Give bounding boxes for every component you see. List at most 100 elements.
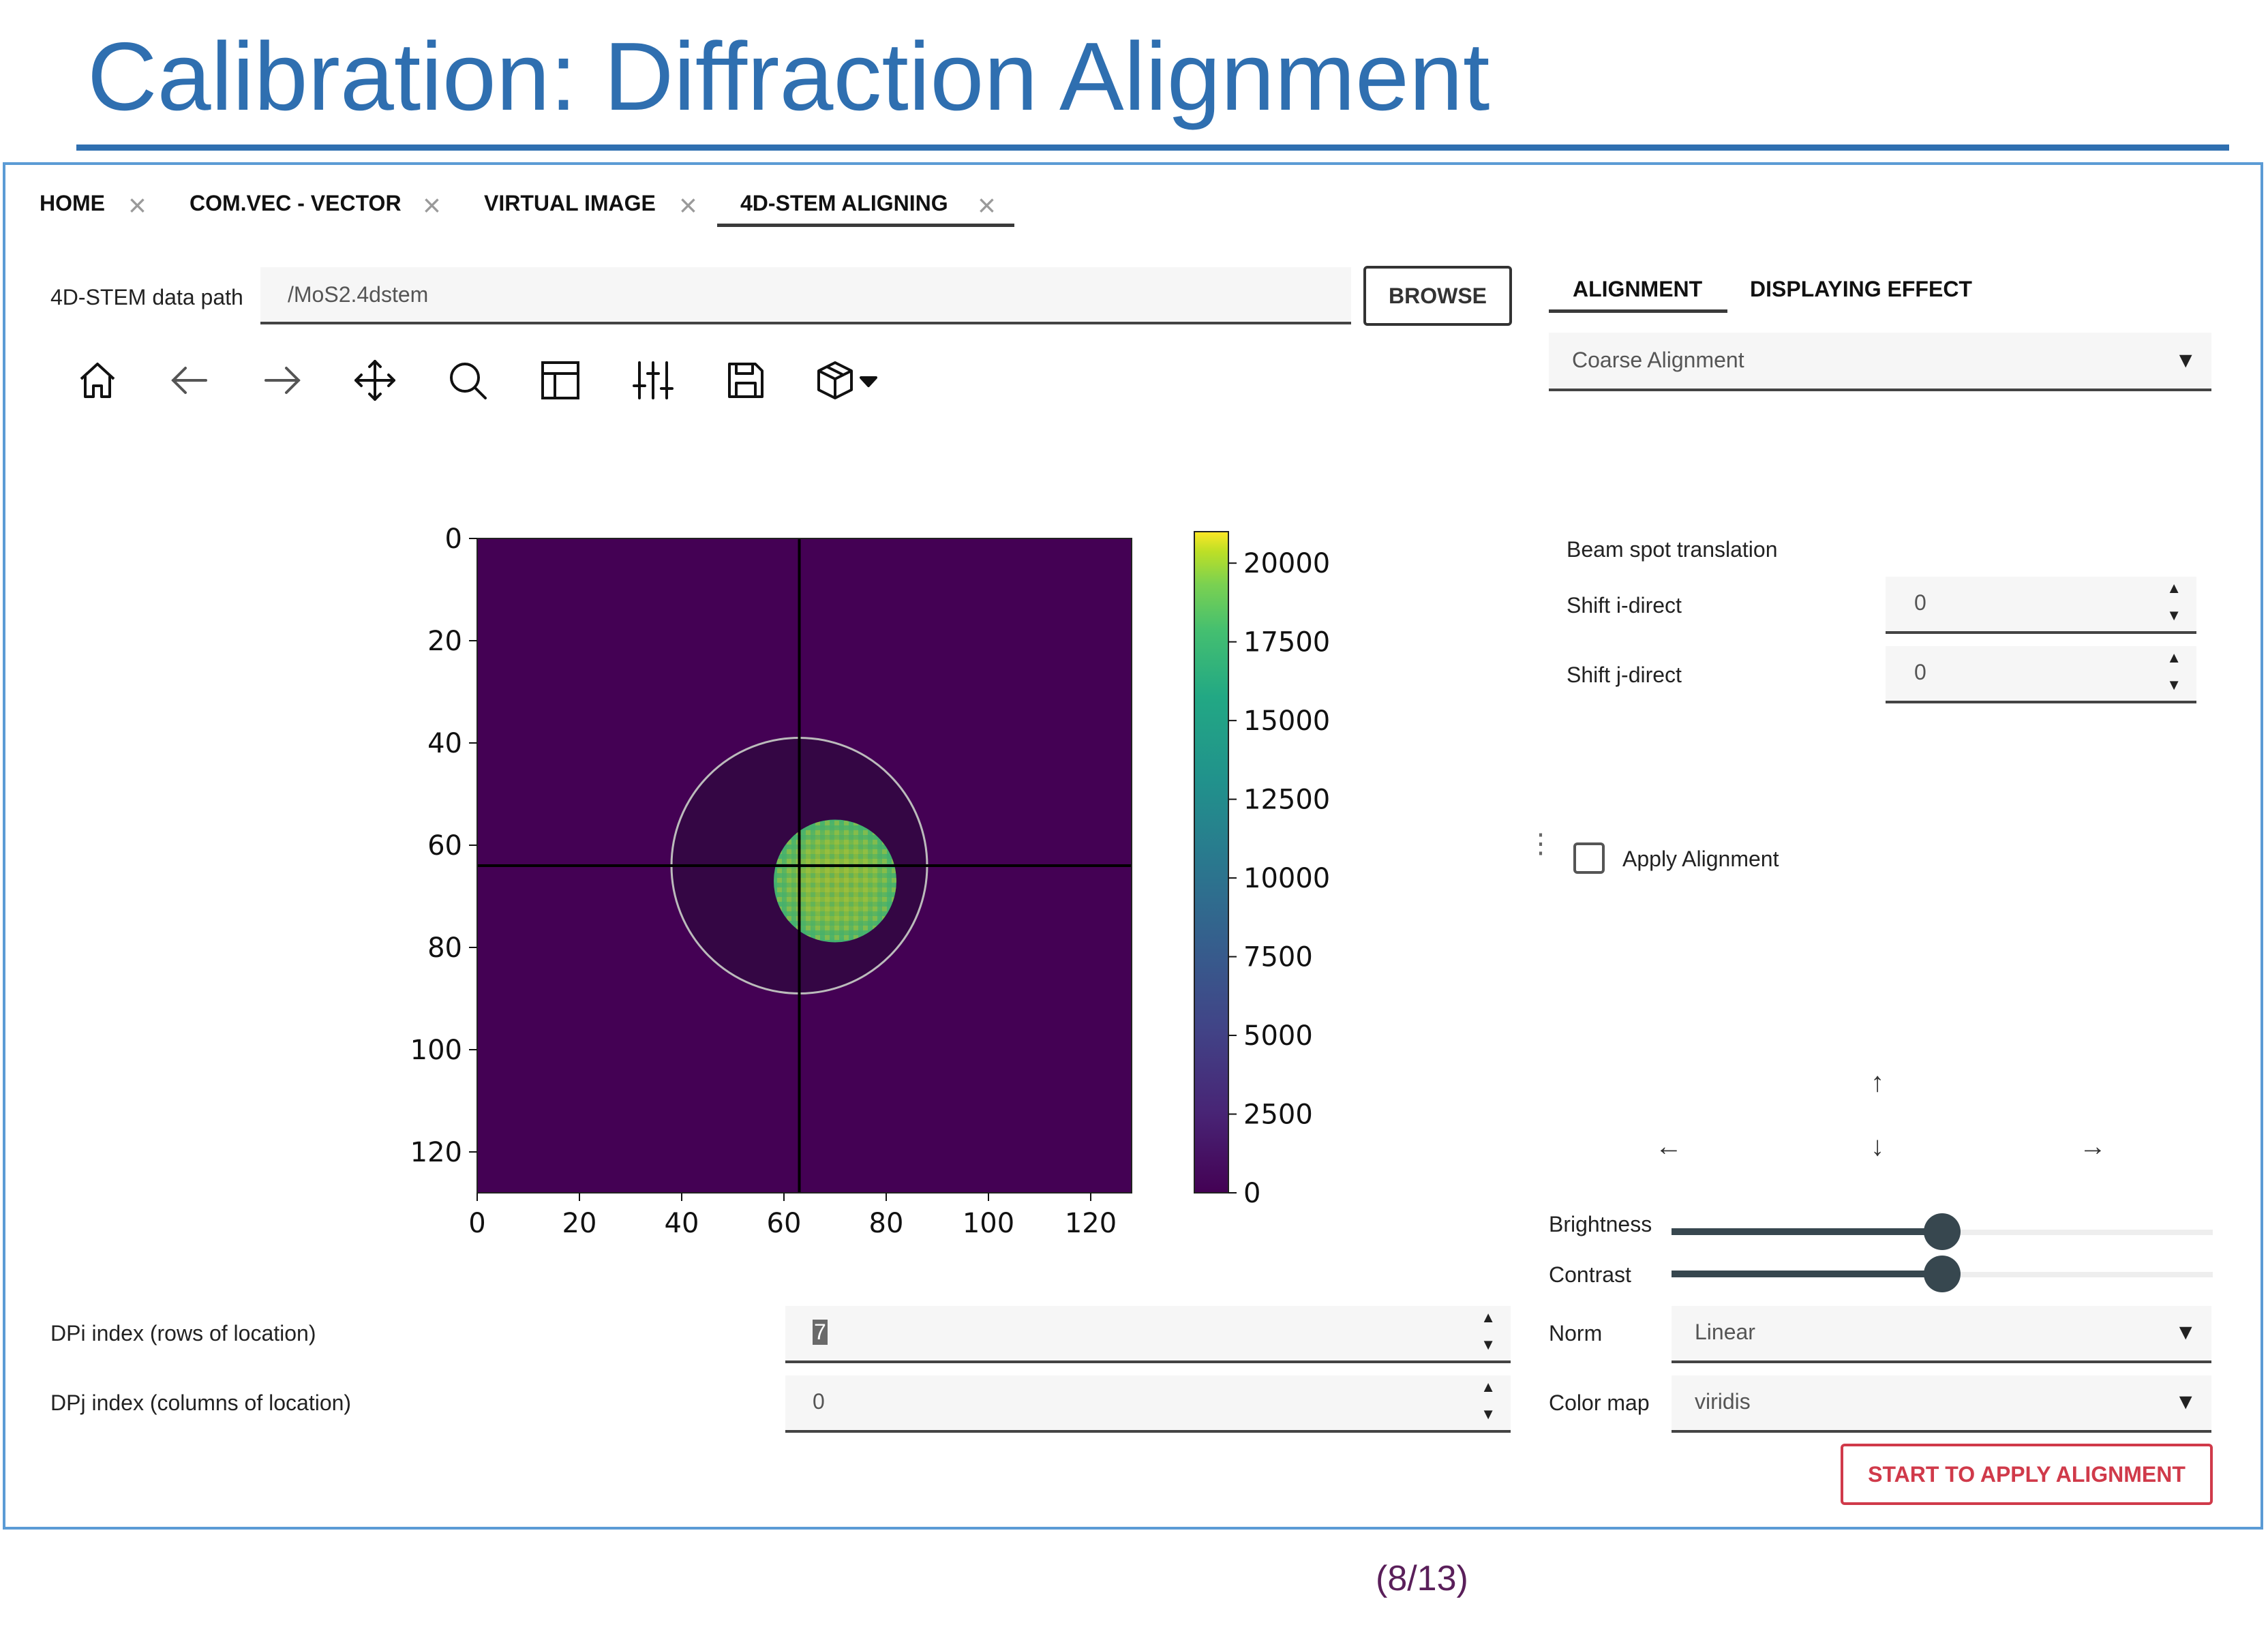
- tab-alignment[interactable]: ALIGNMENT: [1573, 277, 1703, 301]
- home-icon[interactable]: [70, 353, 125, 408]
- arrow-down-button[interactable]: ↓: [1871, 1131, 1884, 1161]
- close-icon[interactable]: ×: [679, 187, 697, 223]
- x-tick-label: 120: [1065, 1208, 1117, 1239]
- slider-fill: [1672, 1271, 1942, 1277]
- dpj-index-value: 0: [813, 1389, 825, 1414]
- y-tick-label: 80: [427, 932, 462, 964]
- spin-up-icon[interactable]: ▲: [1481, 1378, 1496, 1395]
- colorbar-tick-label: 2500: [1243, 1099, 1313, 1131]
- spin-up-icon[interactable]: ▲: [2166, 649, 2181, 666]
- spin-down-icon[interactable]: ▼: [2166, 607, 2181, 624]
- tab-4d-stem-aligning[interactable]: 4D-STEM ALIGNING: [740, 191, 948, 215]
- save-icon[interactable]: [719, 353, 773, 408]
- diffraction-heatmap[interactable]: 0 20 40 60 80 100 120 0 20 40 60 80 100 120 0 2500 5000…: [395, 525, 1363, 1261]
- beam-spot-section-label: Beam spot translation: [1567, 537, 1778, 562]
- spin-down-icon[interactable]: ▼: [1481, 1336, 1496, 1353]
- norm-select[interactable]: Linear ▼: [1672, 1306, 2211, 1363]
- apply-alignment-checkbox[interactable]: [1573, 842, 1605, 874]
- active-tab-indicator: [1549, 309, 1727, 313]
- colorbar-tick-label: 12500: [1243, 785, 1330, 816]
- slide-title: Calibration: Diffraction Alignment: [87, 22, 1490, 131]
- forward-arrow-icon[interactable]: [255, 353, 309, 408]
- y-tick-label: 20: [427, 626, 462, 657]
- shift-j-input[interactable]: 0 ▲ ▼: [1886, 646, 2196, 703]
- slider-thumb[interactable]: [1924, 1213, 1961, 1250]
- colorbar-tick-label: 0: [1243, 1178, 1260, 1209]
- active-tab-indicator: [717, 224, 1014, 227]
- dpi-index-label: DPi index (rows of location): [50, 1321, 316, 1345]
- title-divider: [76, 145, 2229, 151]
- y-tick-label: 0: [445, 525, 462, 555]
- shift-j-value: 0: [1914, 660, 1926, 684]
- plot-frame: [477, 538, 1132, 1193]
- tab-displaying-effect[interactable]: DISPLAYING EFFECT: [1750, 277, 1972, 301]
- subplots-icon[interactable]: [533, 353, 588, 408]
- browse-button[interactable]: BROWSE: [1363, 266, 1512, 326]
- colorbar-tick-label: 7500: [1243, 942, 1313, 973]
- alignment-mode-select[interactable]: Coarse Alignment ▼: [1549, 333, 2211, 391]
- shift-j-label: Shift j-direct: [1567, 663, 1682, 687]
- apply-alignment-label: Apply Alignment: [1622, 847, 1779, 871]
- slider-thumb[interactable]: [1924, 1256, 1961, 1292]
- zoom-icon[interactable]: [440, 353, 495, 408]
- dropdown-caret-icon: ▼: [2175, 1320, 2196, 1344]
- arrow-left-button[interactable]: ←: [1655, 1131, 1682, 1161]
- shift-i-value: 0: [1914, 590, 1926, 615]
- colormap-label: Color map: [1549, 1390, 1650, 1415]
- y-tick-label: 60: [427, 830, 462, 862]
- spin-down-icon[interactable]: ▼: [2166, 676, 2181, 693]
- back-arrow-icon[interactable]: [162, 353, 217, 408]
- dpj-index-label: DPj index (columns of location): [50, 1390, 352, 1415]
- x-tick-label: 40: [665, 1208, 699, 1239]
- tab-home[interactable]: HOME: [40, 191, 105, 215]
- spin-up-icon[interactable]: ▲: [1481, 1309, 1496, 1326]
- x-tick-label: 100: [963, 1208, 1014, 1239]
- x-tick-label: 60: [767, 1208, 802, 1239]
- dpj-index-input[interactable]: 0 ▲ ▼: [785, 1375, 1511, 1433]
- shift-i-label: Shift i-direct: [1567, 593, 1682, 618]
- brightness-label: Brightness: [1549, 1212, 1652, 1236]
- arrow-up-button[interactable]: ↑: [1871, 1067, 1884, 1097]
- close-icon[interactable]: ×: [423, 187, 441, 223]
- colorbar: [1194, 531, 1229, 1193]
- tab-virtual-image[interactable]: VIRTUAL IMAGE: [484, 191, 656, 215]
- colorbar-tick-label: 20000: [1243, 548, 1330, 579]
- dpi-index-input[interactable]: 7 ▲ ▼: [785, 1306, 1511, 1363]
- x-tick-label: 80: [869, 1208, 904, 1239]
- contrast-slider[interactable]: [1672, 1256, 2213, 1292]
- data-path-label: 4D-STEM data path: [50, 285, 243, 309]
- panel-resize-handle[interactable]: ⋮: [1527, 829, 1554, 859]
- close-icon[interactable]: ×: [128, 187, 147, 223]
- colorbar-tick-label: 10000: [1243, 863, 1330, 894]
- shift-i-input[interactable]: 0 ▲ ▼: [1886, 577, 2196, 634]
- y-tick-label: 100: [410, 1035, 462, 1066]
- spin-down-icon[interactable]: ▼: [1481, 1405, 1496, 1423]
- colorbar-tick-label: 5000: [1243, 1020, 1313, 1052]
- dropdown-caret-icon: ▼: [2175, 1389, 2196, 1414]
- x-tick-label: 20: [562, 1208, 597, 1239]
- close-icon[interactable]: ×: [978, 187, 996, 223]
- dpi-index-value: 7: [813, 1320, 828, 1345]
- brightness-slider[interactable]: [1672, 1213, 2213, 1250]
- norm-value: Linear: [1695, 1320, 1755, 1344]
- y-tick-label: 40: [427, 728, 462, 759]
- data-path-input[interactable]: /MoS2.4dstem: [260, 267, 1351, 324]
- contrast-label: Contrast: [1549, 1262, 1631, 1287]
- bright-disk-texture: [774, 819, 896, 943]
- start-apply-alignment-button[interactable]: START TO APPLY ALIGNMENT: [1841, 1444, 2213, 1505]
- spin-up-icon[interactable]: ▲: [2166, 579, 2181, 596]
- slider-fill: [1672, 1228, 1942, 1235]
- y-tick-label: 120: [410, 1137, 462, 1168]
- adjust-sliders-icon[interactable]: [626, 353, 680, 408]
- arrow-right-button[interactable]: →: [2079, 1131, 2106, 1161]
- pan-move-icon[interactable]: [348, 353, 402, 408]
- colormap-select[interactable]: viridis ▼: [1672, 1375, 2211, 1433]
- alignment-mode-value: Coarse Alignment: [1572, 348, 1744, 372]
- colormap-value: viridis: [1695, 1389, 1751, 1414]
- x-tick-label: 0: [468, 1208, 485, 1239]
- tab-com-vec-vector[interactable]: COM.VEC - VECTOR: [190, 191, 402, 215]
- data-path-value: /MoS2.4dstem: [288, 282, 429, 307]
- norm-label: Norm: [1549, 1321, 1603, 1345]
- 3d-box-icon[interactable]: [811, 353, 886, 408]
- colorbar-tick-label: 15000: [1243, 705, 1330, 737]
